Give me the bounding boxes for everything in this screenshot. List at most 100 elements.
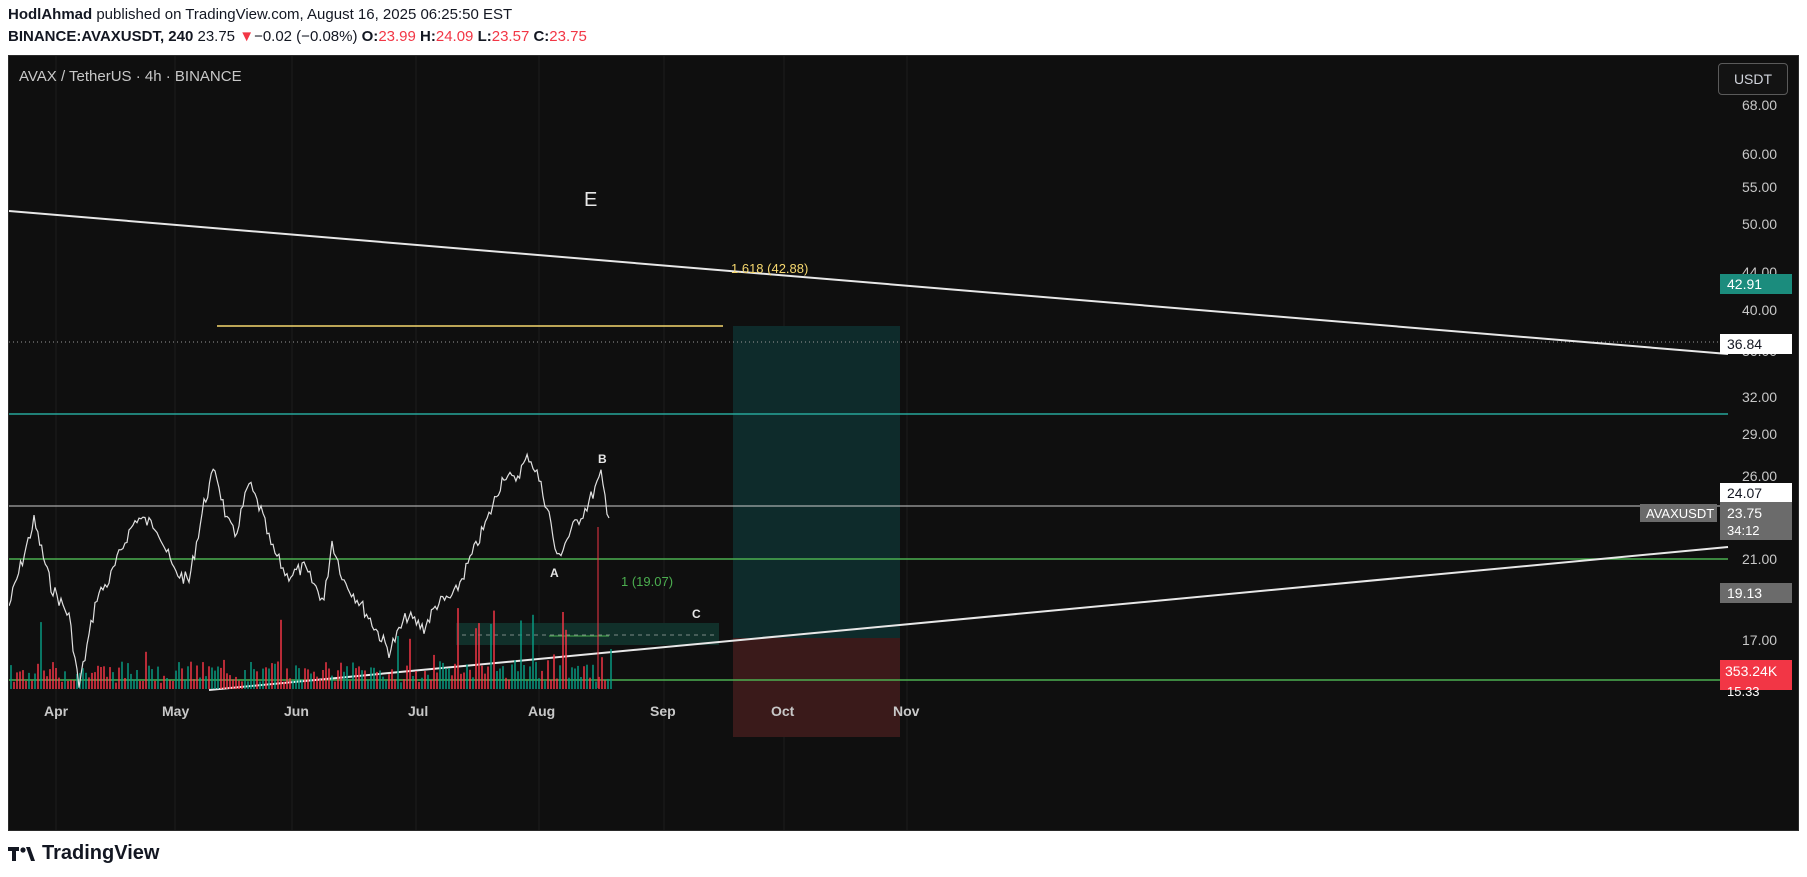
volume-bar [166, 678, 168, 689]
volume-bar [550, 679, 552, 689]
target-zone [733, 326, 900, 638]
volume-bar [43, 670, 45, 689]
volume-bar [115, 682, 117, 689]
volume-bar [496, 671, 498, 689]
target-badge: 42.91 [1727, 276, 1762, 292]
tradingview-brand[interactable]: TradingView [8, 842, 159, 865]
volume-bar [439, 661, 441, 689]
publish-info: HodlAhmad published on TradingView.com, … [8, 6, 512, 23]
fib-1618-label: 1.618 (42.88) [731, 261, 808, 276]
volume-bar [178, 662, 180, 689]
volume-bar [196, 665, 198, 689]
volume-bar [10, 665, 12, 689]
volume-bar [220, 667, 222, 689]
volume-bar [568, 677, 570, 689]
volume-bar [448, 668, 450, 689]
stop-badge: 19.13 [1727, 585, 1762, 601]
volume-bar [379, 670, 381, 689]
volume-bar [310, 673, 312, 689]
volume-bar [400, 682, 402, 689]
volume-bar [442, 662, 444, 689]
price-tick: 21.00 [1742, 551, 1777, 567]
volume-bar [397, 636, 399, 689]
volume-bar [514, 660, 516, 689]
volume-bar [217, 666, 219, 689]
ohlc-line: BINANCE:AVAXUSDT, 240 23.75 ▼−0.02 (−0.0… [8, 28, 587, 45]
volume-bar [577, 665, 579, 689]
volume-bar [202, 662, 204, 689]
volume-bar [262, 668, 264, 689]
volume-bar [253, 669, 255, 689]
volume-bar [595, 681, 597, 689]
price-tick: 17.00 [1742, 632, 1777, 648]
volume-bar [562, 612, 564, 689]
volume-bar [208, 666, 210, 689]
volume-bar [391, 669, 393, 689]
volume-bar [55, 668, 57, 689]
h-label: H: [420, 28, 436, 45]
volume-bar [469, 669, 471, 689]
volume-bar [490, 623, 492, 689]
lower-trendline [208, 546, 1729, 691]
volume-bars [10, 608, 612, 689]
volume-bar [361, 670, 363, 689]
volume-bar [34, 673, 36, 689]
volume-bar [334, 681, 336, 689]
volume-bar [394, 679, 396, 689]
volume-bar [85, 672, 87, 689]
fib-1-label: 1 (19.07) [621, 574, 673, 589]
volume-bar [118, 667, 120, 689]
volume-bar [64, 671, 66, 689]
volume-bar [283, 681, 285, 689]
volume-bar [277, 661, 279, 689]
volume-bar [28, 672, 30, 689]
volume-bar [337, 670, 339, 689]
volume-bar [556, 678, 558, 689]
time-tick: Sep [650, 703, 676, 719]
volume-bar [358, 666, 360, 689]
volume-bar [187, 666, 189, 689]
last-value: 23.75 [197, 28, 236, 45]
volume-bar [424, 671, 426, 689]
volume-bar [157, 666, 159, 689]
stop-zone [733, 638, 900, 737]
time-tick: Jun [284, 703, 309, 719]
author-name[interactable]: HodlAhmad [8, 6, 93, 23]
volume-bar [100, 667, 102, 689]
chart-panel[interactable]: E B A C 1.618 (42.88) 1 (19.07) 68.00 60… [8, 55, 1799, 831]
volume-bar [589, 677, 591, 689]
volume-bar [139, 681, 141, 689]
volume-bar [49, 669, 51, 689]
volume-bar [223, 659, 225, 689]
volume-bar [340, 662, 342, 689]
volume-bar [70, 679, 72, 689]
volume-bar [460, 673, 462, 689]
volume-bar [13, 681, 15, 689]
volume-bar [571, 667, 573, 689]
volume-badge: 353.24K [1725, 663, 1778, 679]
price-tick: 60.00 [1742, 146, 1777, 162]
volume-bar [544, 681, 546, 689]
time-tick: May [162, 703, 189, 719]
volume-bar [322, 670, 324, 689]
currency-button[interactable]: USDT [1718, 63, 1788, 95]
volume-bar [493, 610, 495, 689]
volume-bar [457, 608, 459, 689]
volume-bar [427, 674, 429, 689]
volume-bar [226, 673, 228, 689]
volume-bar [406, 665, 408, 689]
symbol-title: AVAX / TetherUS · 4h · BINANCE [19, 68, 242, 85]
volume-bar [238, 680, 240, 689]
volume-bar [73, 680, 75, 689]
tradingview-logo-icon [8, 846, 35, 861]
volume-bar [19, 671, 21, 689]
volume-bar [88, 677, 90, 689]
price-chart[interactable]: E B A C 1.618 (42.88) 1 (19.07) 68.00 60… [9, 56, 1799, 831]
volume-bar [529, 666, 531, 689]
volume-bar [346, 666, 348, 689]
volume-bar [160, 682, 162, 689]
volume-bar [364, 670, 366, 689]
volume-bar [235, 676, 237, 689]
volume-bar [583, 666, 585, 689]
volume-bar [268, 668, 270, 689]
